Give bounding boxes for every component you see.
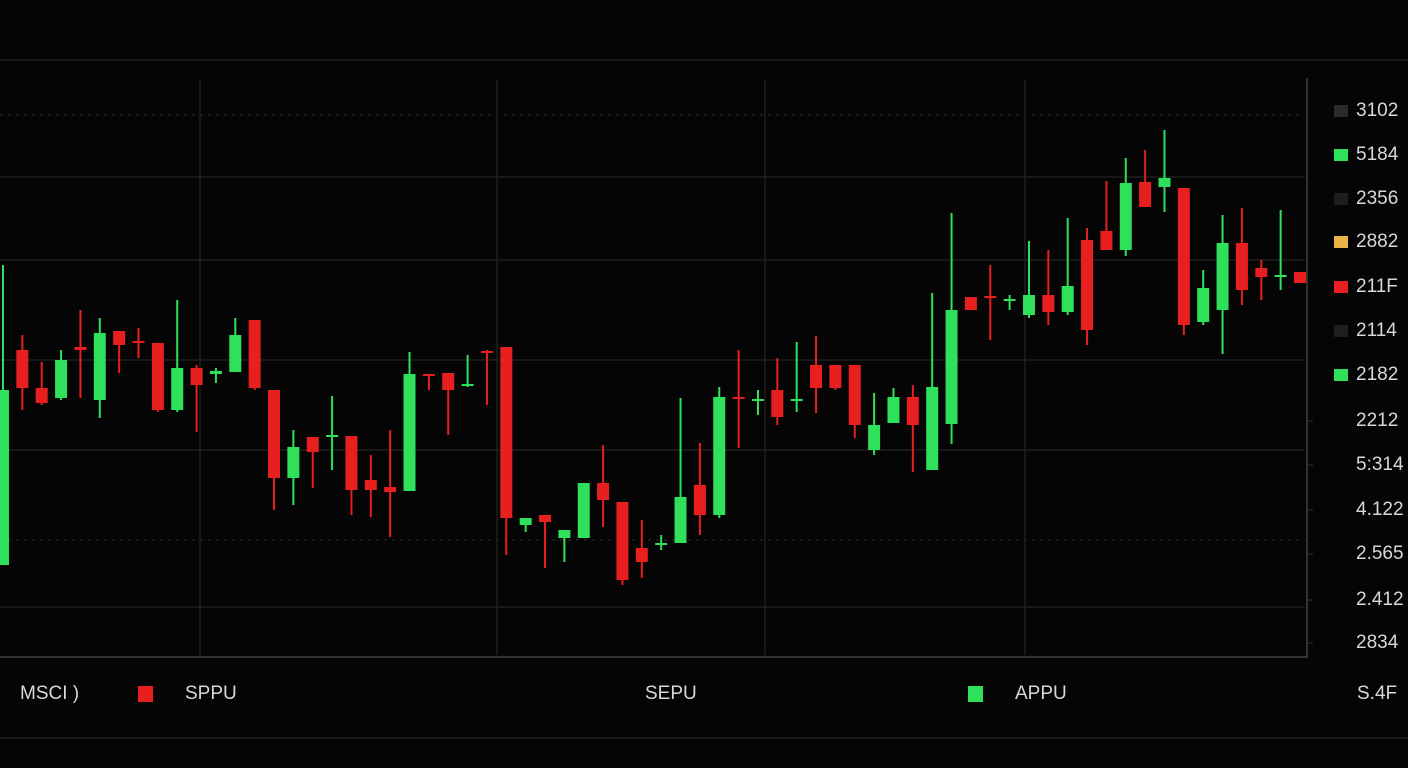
candle-body [442, 373, 455, 390]
candle-body [74, 347, 87, 350]
candle-body [480, 351, 493, 353]
candle-body [229, 335, 242, 372]
y-tick-label: 2356 [1356, 188, 1398, 209]
y-tick-label: 5184 [1356, 144, 1399, 165]
candle-body [1139, 182, 1152, 207]
candle-body [422, 374, 435, 376]
candle-body [984, 296, 997, 298]
y-tick-label: 2212 [1356, 410, 1398, 431]
tick-marker [1334, 325, 1348, 337]
candle-body [616, 502, 629, 580]
candle-body [519, 518, 532, 525]
candle-body [0, 390, 9, 565]
y-tick-label: 2.412 [1356, 589, 1404, 610]
candle-body [732, 397, 745, 399]
candle-body [1177, 188, 1190, 325]
legend-label: S.4F [1357, 683, 1397, 704]
candle-body [1100, 231, 1113, 250]
candle-body [461, 384, 474, 386]
candle-body [209, 371, 222, 374]
candle-body [364, 480, 377, 490]
candle-body [1081, 240, 1094, 330]
candle-body [113, 331, 126, 345]
y-tick-label: 2882 [1356, 231, 1398, 252]
candle-body [1216, 243, 1229, 310]
candle-body [1042, 295, 1055, 312]
candle-body [848, 365, 861, 425]
y-tick-label: 2.565 [1356, 543, 1404, 564]
candle-body [945, 310, 958, 424]
candle-body [171, 368, 184, 410]
y-tick-label: 4.122 [1356, 499, 1404, 520]
candle-body [1197, 288, 1210, 322]
legend-label: MSCI ) [20, 683, 79, 704]
candle-body [35, 388, 48, 403]
candle-body [751, 399, 764, 401]
tick-marker [1334, 369, 1348, 381]
candle-body [1158, 178, 1171, 187]
candle-body [771, 390, 784, 417]
candle-body [1235, 243, 1248, 290]
candle-body [190, 368, 203, 385]
y-tick-label: 3102 [1356, 100, 1398, 121]
candle-body [151, 343, 164, 410]
tick-marker [1334, 193, 1348, 205]
y-tick-label: 211F [1356, 276, 1398, 297]
candle-body [1294, 272, 1306, 283]
candle-body [16, 350, 29, 388]
candle-body [635, 548, 648, 562]
candle-body [887, 397, 900, 423]
candle-body [306, 437, 319, 452]
candle-body [558, 530, 571, 538]
legend-label: SPPU [185, 683, 237, 704]
y-tick-label: 5:314 [1356, 454, 1404, 475]
candle-body [268, 390, 281, 478]
candle-body [964, 297, 977, 310]
tick-marker [1334, 236, 1348, 248]
candle-body [345, 436, 358, 490]
candle-body [384, 487, 397, 492]
tick-marker [1334, 281, 1348, 293]
candle-body [926, 387, 939, 470]
candle-body [1274, 275, 1287, 277]
candle-body [693, 485, 706, 515]
candle-body [655, 543, 668, 545]
y-tick-label: 2834 [1356, 632, 1399, 653]
legend-label: APPU [1015, 683, 1067, 704]
candle-body [674, 497, 687, 543]
candle-body [248, 320, 261, 388]
tick-marker [1334, 105, 1348, 117]
candle-body [1255, 268, 1268, 277]
candle-body [132, 341, 145, 343]
candle-body [1003, 299, 1016, 301]
candle-body [829, 365, 842, 388]
legend-swatch [138, 686, 153, 702]
candle-body [287, 447, 300, 478]
y-tick-label: 2114 [1356, 320, 1397, 341]
candle-body [55, 360, 68, 398]
legend-swatch [968, 686, 983, 702]
candle-body [868, 425, 881, 450]
candle-body [326, 435, 339, 437]
candle-body [403, 374, 416, 491]
legend-label: SEPU [645, 683, 697, 704]
candle-body [1022, 295, 1035, 315]
candle-body [500, 347, 513, 518]
candle-body [597, 483, 610, 500]
candle-body [1061, 286, 1074, 312]
candle-body [790, 399, 803, 401]
candle-body [1119, 183, 1132, 250]
candle-body [906, 397, 919, 425]
candle-body [93, 333, 106, 400]
candle-body [713, 397, 726, 515]
candle-body [539, 515, 552, 522]
candle-body [577, 483, 590, 538]
tick-marker [1334, 149, 1348, 161]
candle-body [810, 365, 823, 388]
y-tick-label: 2182 [1356, 364, 1398, 385]
